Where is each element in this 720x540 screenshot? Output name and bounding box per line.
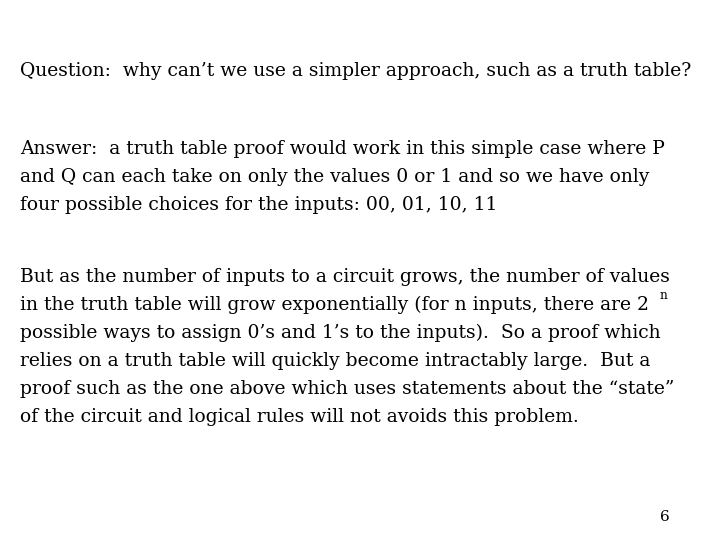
Text: But as the number of inputs to a circuit grows, the number of values: But as the number of inputs to a circuit… [20,268,670,286]
Text: proof such as the one above which uses statements about the “state”: proof such as the one above which uses s… [20,380,675,398]
Text: and Q can each take on only the values 0 or 1 and so we have only: and Q can each take on only the values 0… [20,168,649,186]
Text: relies on a truth table will quickly become intractably large.  But a: relies on a truth table will quickly bec… [20,352,650,370]
Text: Question:  why can’t we use a simpler approach, such as a truth table?: Question: why can’t we use a simpler app… [20,62,691,80]
Text: four possible choices for the inputs: 00, 01, 10, 11: four possible choices for the inputs: 00… [20,196,498,214]
Text: in the truth table will grow exponentially (for n inputs, there are 2: in the truth table will grow exponential… [20,296,649,314]
Text: possible ways to assign 0’s and 1’s to the inputs).  So a proof which: possible ways to assign 0’s and 1’s to t… [20,324,661,342]
Text: n: n [660,289,667,302]
Text: Answer:  a truth table proof would work in this simple case where P: Answer: a truth table proof would work i… [20,140,665,158]
Text: 6: 6 [660,510,670,524]
Text: of the circuit and logical rules will not avoids this problem.: of the circuit and logical rules will no… [20,408,579,426]
